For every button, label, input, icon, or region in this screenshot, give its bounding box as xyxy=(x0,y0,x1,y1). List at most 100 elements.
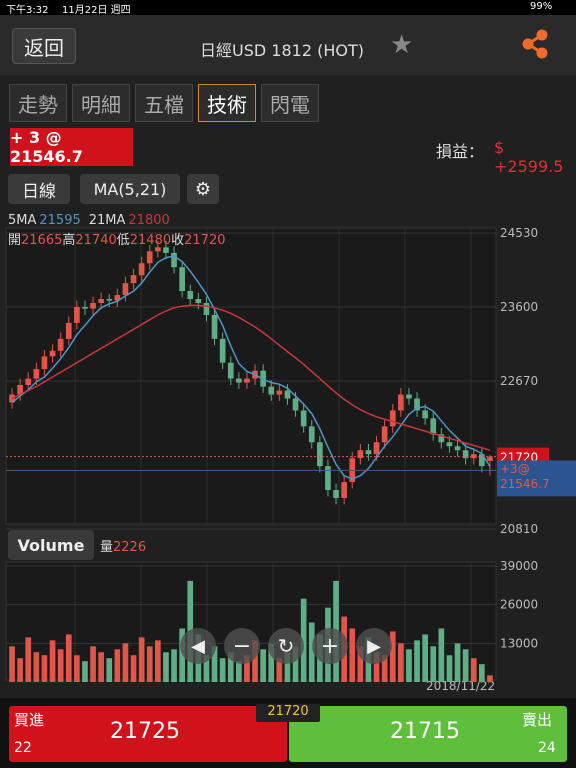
volume-bar xyxy=(308,622,315,682)
zoom-out[interactable]: − xyxy=(224,628,260,664)
y-tick-label: 13000 xyxy=(500,636,538,650)
volume-bar xyxy=(122,643,129,682)
buy-price: 21725 xyxy=(110,719,180,744)
back-button[interactable]: 返回 xyxy=(12,28,76,64)
candle-body xyxy=(41,356,48,370)
ohlc-value: 21740 xyxy=(75,233,117,248)
status-time: 下午3:32 xyxy=(6,5,49,16)
tab[interactable]: 五檔 xyxy=(135,84,193,122)
position-box xyxy=(497,460,576,497)
header-bg xyxy=(0,15,576,75)
candle-body xyxy=(227,362,234,379)
candle-body xyxy=(454,446,461,451)
volume-bar xyxy=(300,598,307,682)
volume-bar xyxy=(260,649,266,682)
tab[interactable]: 閃電 xyxy=(261,84,319,122)
ma-line xyxy=(11,255,491,480)
legend: 5MA 21595 21MA 21800 開21665高21740低21480收2172… xyxy=(8,211,226,251)
pan-left[interactable]: ◀ xyxy=(180,628,216,664)
ohlc-value: 21480 xyxy=(129,233,172,248)
position-label: +3@ 21546.7 xyxy=(500,462,550,492)
legend-value: 21595 xyxy=(39,213,81,228)
volume-bar xyxy=(146,646,153,682)
volume-bar xyxy=(9,646,15,682)
candle-body xyxy=(219,338,226,363)
candle-body xyxy=(470,454,477,459)
settings-button[interactable]: ⚙ xyxy=(187,174,219,204)
sell-button[interactable] xyxy=(289,706,567,762)
volume-bar xyxy=(114,649,121,682)
candle-body xyxy=(25,378,32,385)
volume-bar xyxy=(349,628,356,682)
y-tick-label: 22670 xyxy=(500,374,538,388)
volume-bar xyxy=(470,658,477,682)
date-label: 2018/11/22 xyxy=(426,679,495,693)
volume-bar xyxy=(49,640,56,682)
candle-body xyxy=(333,490,339,498)
candle-body xyxy=(122,283,129,296)
volume-bar xyxy=(106,658,113,682)
star-icon[interactable]: ★ xyxy=(390,30,414,60)
candle-body xyxy=(171,252,177,268)
zoom-in[interactable]: + xyxy=(312,628,348,664)
period-button[interactable]: 日線 xyxy=(8,174,70,204)
header-title: 日經USD 1812 (HOT) xyxy=(200,41,364,60)
tab[interactable]: 技術 xyxy=(198,84,256,122)
volume-bar xyxy=(236,661,242,682)
buy-button[interactable] xyxy=(9,706,287,762)
zoom-controls: ◀ − ↻ + ▶ xyxy=(180,628,392,664)
volume-bar xyxy=(211,646,218,682)
volume-bar xyxy=(357,646,364,682)
candle-body xyxy=(244,378,250,383)
sell-label: 賣出 xyxy=(522,711,553,729)
candle-body xyxy=(65,322,72,339)
candle-body xyxy=(195,299,202,304)
volume-legend-label: 量 xyxy=(100,540,114,555)
volume-bar xyxy=(65,634,72,682)
candle-body xyxy=(325,466,331,491)
share-icon[interactable] xyxy=(520,28,550,60)
volume-legend: 量2226 xyxy=(100,536,146,555)
ohlc-label: 收 xyxy=(171,233,185,248)
candle-body xyxy=(414,398,420,411)
candle-body xyxy=(438,434,445,443)
volume-bar xyxy=(138,637,145,682)
legend-name: 5MA xyxy=(8,213,37,228)
indicator-button[interactable]: MA(5,21) xyxy=(80,174,180,204)
volume-bar xyxy=(487,675,493,682)
volume-bar xyxy=(414,640,420,682)
pnl-label: 損益： xyxy=(436,142,485,161)
position-badge[interactable]: + 3 @ 21546.7 xyxy=(10,128,133,166)
ohlc-label: 高 xyxy=(62,233,76,248)
legend-name: 21MA xyxy=(88,213,126,228)
volume-bar xyxy=(373,652,380,682)
ohlc-label: 開 xyxy=(8,233,22,248)
volume-bar xyxy=(74,655,80,682)
volume-button[interactable]: Volume xyxy=(8,530,94,560)
candle-body xyxy=(9,394,15,403)
volume-bar xyxy=(292,646,299,682)
pnl-value: $ +2599.5 xyxy=(494,138,564,176)
volume-bar xyxy=(252,640,258,682)
candle-body xyxy=(365,450,372,455)
candle-body xyxy=(430,418,437,435)
candle-body xyxy=(106,299,113,301)
candle-body xyxy=(82,307,88,309)
volume-bar xyxy=(438,628,445,682)
volume-bar xyxy=(219,658,226,682)
candle-body xyxy=(357,450,364,459)
candle-body xyxy=(308,426,315,443)
pan-right[interactable]: ▶ xyxy=(356,628,392,664)
candle-body xyxy=(292,398,299,411)
tab[interactable]: 走勢 xyxy=(9,84,67,122)
candle-body xyxy=(341,482,347,498)
tab[interactable]: 明細 xyxy=(72,84,130,122)
volume-bar xyxy=(479,664,485,682)
volume-bar xyxy=(163,652,169,682)
volume-bar xyxy=(268,643,275,682)
sell-qty: 24 xyxy=(538,740,556,756)
reset[interactable]: ↻ xyxy=(268,628,304,664)
candle-body xyxy=(49,350,56,357)
